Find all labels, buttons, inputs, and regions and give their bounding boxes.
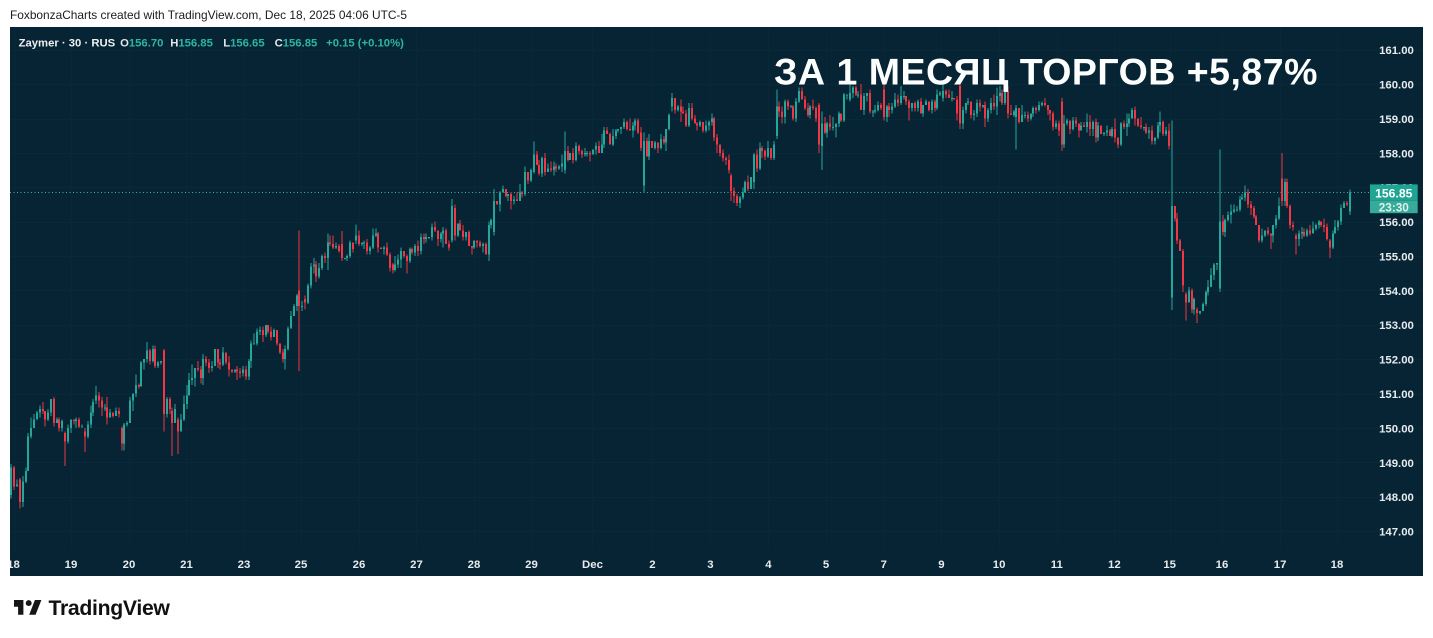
svg-text:12: 12	[1108, 559, 1121, 571]
svg-text:5: 5	[823, 559, 830, 571]
svg-text:21: 21	[180, 559, 193, 571]
svg-text:11: 11	[1051, 559, 1064, 571]
svg-text:29: 29	[525, 559, 538, 571]
svg-text:9: 9	[938, 559, 944, 571]
svg-text:26: 26	[353, 559, 366, 571]
svg-text:17: 17	[1274, 559, 1287, 571]
svg-text:18: 18	[1331, 559, 1344, 571]
svg-text:19: 19	[65, 559, 78, 571]
svg-text:147.00: 147.00	[1379, 526, 1414, 538]
svg-text:Zaymer · 30 · RUS: Zaymer · 30 · RUS	[19, 37, 116, 49]
svg-text:158.00: 158.00	[1379, 148, 1414, 160]
svg-text:154.00: 154.00	[1379, 285, 1414, 297]
svg-text:15: 15	[1163, 559, 1176, 571]
svg-text:7: 7	[881, 559, 887, 571]
svg-text:27: 27	[410, 559, 423, 571]
svg-text:20: 20	[123, 559, 136, 571]
svg-text:3: 3	[707, 559, 713, 571]
svg-text:156.00: 156.00	[1379, 217, 1414, 229]
svg-text:159.00: 159.00	[1379, 114, 1414, 126]
svg-text:L156.65: L156.65	[223, 37, 264, 49]
svg-text:23:30: 23:30	[1379, 201, 1410, 214]
svg-text:150.00: 150.00	[1379, 423, 1414, 435]
svg-text:155.00: 155.00	[1379, 251, 1414, 263]
svg-text:Dec: Dec	[582, 559, 603, 571]
svg-text:23: 23	[238, 559, 251, 571]
svg-text:+0.15 (+0.10%): +0.15 (+0.10%)	[326, 37, 404, 49]
svg-text:149.00: 149.00	[1379, 457, 1414, 469]
svg-text:H156.85: H156.85	[170, 37, 213, 49]
svg-text:C156.85: C156.85	[275, 37, 318, 49]
svg-text:18: 18	[10, 559, 20, 571]
svg-text:28: 28	[468, 559, 481, 571]
svg-text:161.00: 161.00	[1379, 45, 1414, 57]
svg-text:16: 16	[1216, 559, 1229, 571]
svg-text:153.00: 153.00	[1379, 320, 1414, 332]
svg-text:25: 25	[295, 559, 308, 571]
svg-text:160.00: 160.00	[1379, 79, 1414, 91]
svg-text:2: 2	[649, 559, 655, 571]
svg-text:10: 10	[993, 559, 1006, 571]
svg-text:156.85: 156.85	[1375, 186, 1412, 200]
svg-text:ЗА 1 МЕСЯЦ ТОРГОВ +5,87%: ЗА 1 МЕСЯЦ ТОРГОВ +5,87%	[774, 50, 1318, 92]
svg-text:151.00: 151.00	[1379, 389, 1414, 401]
svg-text:148.00: 148.00	[1379, 492, 1414, 504]
svg-text:4: 4	[765, 559, 772, 571]
svg-text:152.00: 152.00	[1379, 354, 1414, 366]
svg-text:O156.70: O156.70	[120, 37, 163, 49]
